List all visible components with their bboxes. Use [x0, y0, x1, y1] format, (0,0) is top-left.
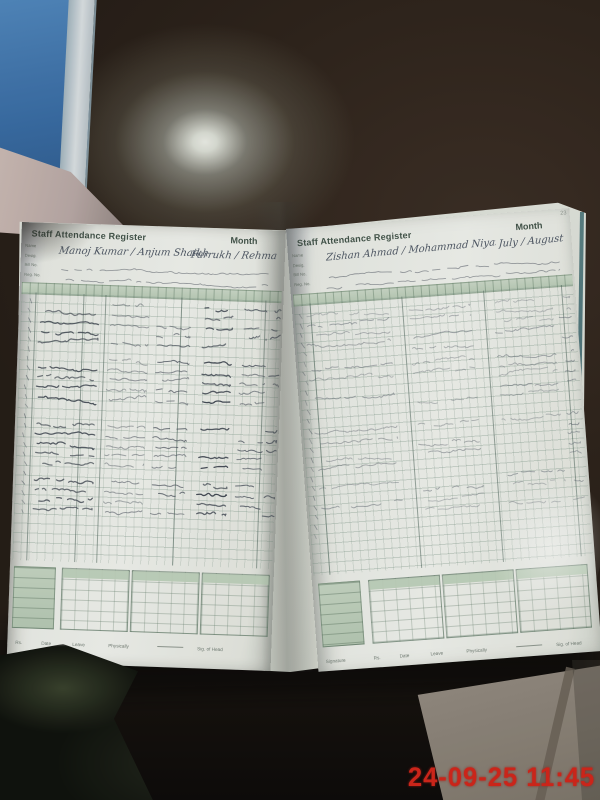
month-label: Month	[515, 220, 543, 233]
footer-label: Sig. of Head	[197, 646, 224, 653]
grid-divider	[401, 296, 423, 569]
book-spine-shadow	[253, 201, 319, 673]
summary-labels-column	[318, 580, 365, 648]
camera-timestamp: 24-09-25 11:45	[407, 762, 595, 792]
page-number: 23	[560, 209, 567, 217]
summary-labels-column	[11, 565, 56, 630]
footer-label: Date	[399, 652, 410, 659]
grid-divider	[96, 294, 107, 563]
footer-label: Date	[41, 640, 52, 647]
summary-group	[59, 567, 130, 632]
grid-divider	[74, 294, 85, 563]
corner-shadow	[20, 222, 112, 282]
footer-label: Leave	[72, 641, 85, 648]
summary-group	[199, 572, 270, 637]
footer-label: Signature	[325, 657, 346, 665]
signature-line	[515, 643, 542, 648]
footer-label: Rs.	[15, 639, 23, 646]
summary-table	[11, 565, 270, 637]
grid-divider	[172, 297, 183, 566]
footer-label: Leave	[430, 650, 444, 657]
signature-line	[157, 644, 184, 648]
register-page-left: Staff Attendance Register Month Name Des…	[6, 222, 286, 671]
grid-divider	[26, 292, 37, 561]
footer-label: Physically	[466, 647, 488, 654]
footer-label: Rs.	[373, 654, 382, 661]
summary-group	[129, 570, 200, 635]
footer-label: Physically	[107, 643, 129, 649]
summary-group	[367, 574, 445, 644]
attendance-grid	[12, 292, 282, 569]
register-page-right: Staff Attendance Register Month 23 Name …	[286, 208, 600, 672]
